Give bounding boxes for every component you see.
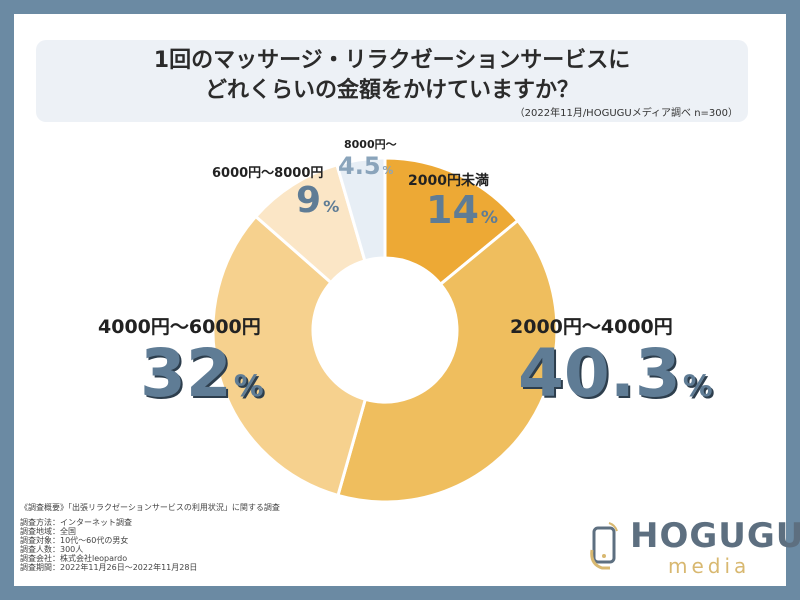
category-label-3: 6000円〜8000円 — [212, 166, 324, 181]
label-group-2: 4000円〜6000円 32% — [98, 312, 264, 422]
survey-row: 調査会社：株式会社leopardo — [20, 554, 128, 563]
percent-label-3: 9% — [296, 181, 339, 227]
donut-slice-1 — [336, 218, 559, 504]
survey-row: 調査地域：全国 — [20, 527, 76, 536]
percent-value-1: 40.3 — [518, 335, 681, 412]
donut-slice-2 — [211, 214, 368, 498]
category-label-0: 2000円未満 — [408, 173, 489, 189]
survey-overview: 《調査概要》「出張リラクゼーションサービスの利用状況」に関する調査 調査方法：イ… — [20, 503, 280, 572]
title-line-2: どれくらいの金額をかけていますか？ — [204, 78, 579, 103]
label-group-4: 8000円〜 4.5% — [338, 136, 397, 185]
phone-hand-icon — [590, 522, 618, 570]
percent-unit-2: % — [233, 369, 264, 404]
logo-subtext: media — [668, 554, 751, 578]
survey-row: 調査期間：2022年11月26日〜2022年11月28日 — [20, 563, 198, 572]
category-label-2: 4000円〜6000円 — [98, 316, 261, 338]
label-group-3: 6000円〜8000円 9% — [212, 162, 339, 227]
percent-unit-0: % — [480, 208, 499, 228]
title-line-1: 1回のマッサージ・リラクゼーションサービスに — [153, 48, 631, 73]
source-note: （2022年11月/HOGUGUメディア調べ n=300） — [514, 108, 738, 119]
category-label-4: 8000円〜 — [344, 138, 397, 151]
percent-value-3: 9 — [296, 180, 322, 221]
logo-text: HOGUGU — [630, 516, 800, 556]
percent-unit-1: % — [682, 369, 713, 404]
label-group-1: 2000円〜4000円 40.3% — [510, 312, 713, 422]
page-title: 1回のマッサージ・リラクゼーションサービスに どれくらいの金額をかけていますか？ — [36, 46, 748, 106]
donut-slice-0 — [383, 156, 520, 287]
survey-row: 調査対象：10代〜60代の男女 — [20, 536, 129, 545]
percent-label-0: 14% — [426, 190, 498, 238]
percent-value-4: 4.5 — [338, 152, 381, 180]
percent-label-1: 40.3% — [518, 339, 713, 422]
donut-slice-4 — [335, 156, 387, 263]
survey-row: 調査人数：300人 — [20, 545, 84, 554]
title-box: 1回のマッサージ・リラクゼーションサービスに どれくらいの金額をかけていますか？… — [36, 40, 748, 122]
percent-label-2: 32% — [140, 339, 264, 422]
hogugu-logo: HOGUGU media — [580, 510, 800, 580]
percent-value-0: 14 — [426, 188, 479, 232]
survey-heading: 《調査概要》「出張リラクゼーションサービスの利用状況」に関する調査 — [20, 503, 280, 512]
category-label-1: 2000円〜4000円 — [510, 316, 673, 338]
percent-value-2: 32 — [140, 335, 232, 412]
percent-unit-4: % — [382, 164, 394, 177]
survey-row: 調査方法：インターネット調査 — [20, 518, 132, 527]
percent-label-4: 4.5% — [338, 152, 397, 185]
label-group-0: 2000円未満 14% — [408, 170, 498, 238]
percent-unit-3: % — [323, 197, 340, 216]
